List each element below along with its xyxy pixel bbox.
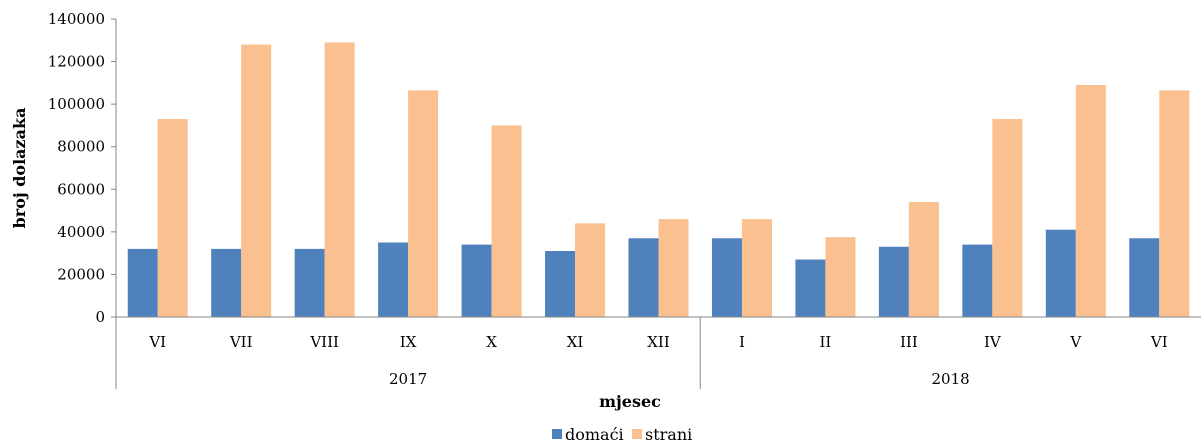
bar-domaci	[294, 248, 325, 317]
x-group-label: 2018	[932, 370, 970, 388]
x-tick-label: I	[739, 333, 745, 351]
y-tick-label: 20000	[57, 265, 105, 283]
bar-strani	[324, 42, 355, 318]
x-tick-label: XI	[567, 333, 584, 351]
bar-strani	[575, 223, 606, 317]
y-tick-label: 40000	[57, 223, 105, 241]
x-tick-label: II	[819, 333, 831, 351]
bar-strani	[1075, 84, 1106, 317]
bar-strani	[408, 90, 439, 317]
x-tick-label: VI	[1150, 333, 1168, 351]
legend: domaći strani	[552, 425, 692, 444]
x-tick-label: VI	[148, 333, 166, 351]
bar-domaci	[545, 251, 576, 317]
y-tick-label: 120000	[48, 53, 105, 71]
bar-strani	[658, 219, 689, 317]
bar-strani	[825, 237, 856, 317]
y-tick-label: 140000	[48, 10, 105, 28]
x-tick-label: VII	[229, 333, 253, 351]
legend-label-strani: strani	[645, 425, 692, 444]
x-axis-title: mjesec	[599, 392, 661, 411]
bar-domaci	[962, 244, 993, 317]
x-tick-label: III	[900, 333, 918, 351]
bars	[127, 42, 1190, 318]
legend-label-domaci: domaći	[565, 425, 624, 444]
bar-strani	[908, 202, 939, 317]
x-tick-label: X	[486, 333, 497, 351]
bar-domaci	[795, 259, 826, 317]
x-tick-label: IX	[400, 333, 417, 351]
y-tick-label: 0	[95, 308, 105, 326]
bar-strani	[741, 219, 772, 317]
bar-domaci	[628, 238, 659, 317]
bar-strani	[157, 119, 188, 318]
bar-domaci	[211, 248, 242, 317]
bar-domaci	[711, 238, 742, 317]
bar-domaci	[878, 246, 909, 317]
bar-domaci	[1129, 238, 1160, 317]
bar-domaci	[127, 248, 158, 317]
y-tick-label: 60000	[57, 180, 105, 198]
x-tick-label: VIII	[309, 333, 339, 351]
y-tick-label: 100000	[48, 95, 105, 113]
bar-strani	[1159, 90, 1190, 317]
x-tick-label: IV	[984, 333, 1002, 351]
x-tick-label: V	[1069, 333, 1082, 351]
x-tick-label: XII	[647, 333, 670, 351]
y-tick-label: 80000	[57, 138, 105, 156]
legend-swatch-strani	[632, 429, 642, 439]
legend-swatch-domaci	[552, 429, 562, 439]
x-group-label: 2017	[389, 370, 427, 388]
bar-strani	[992, 119, 1023, 318]
bar-domaci	[378, 242, 409, 317]
y-axis: 0 20000 40000 60000 80000 100000 120000 140000	[48, 10, 117, 326]
bar-strani	[241, 44, 272, 318]
y-axis-title: broj dolazaka	[10, 108, 29, 229]
bar-domaci	[1045, 229, 1076, 317]
bar-strani	[491, 125, 522, 317]
bar-domaci	[461, 244, 492, 317]
